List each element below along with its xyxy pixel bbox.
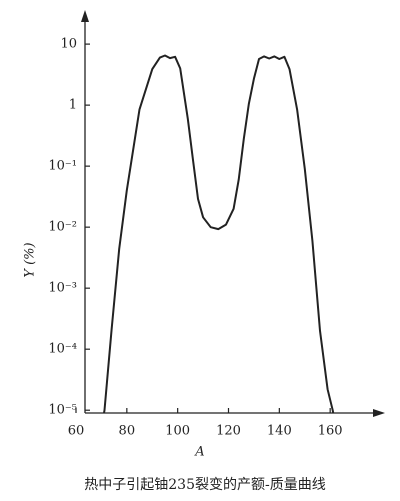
caption: 热中子引起铀235裂变的产额-质量曲线 — [84, 477, 325, 493]
y-tick-label: 10 — [60, 37, 77, 52]
y-axis-label: Y (%) — [23, 242, 38, 277]
y-tick-label: 10⁻¹ — [48, 159, 77, 174]
y-axis-arrow — [81, 10, 89, 22]
x-tick-label: 60 — [68, 424, 85, 439]
x-tick-label: 80 — [119, 424, 136, 439]
x-tick-label: 160 — [318, 424, 343, 439]
y-tick-label: 1 — [69, 98, 77, 113]
x-tick-label: 100 — [165, 424, 190, 439]
y-tick-label: 10⁻² — [48, 220, 77, 235]
x-tick-label: 120 — [216, 424, 241, 439]
y-tick-label: 10⁻⁵ — [48, 403, 77, 418]
y-tick-label: 10⁻⁴ — [48, 342, 77, 357]
x-axis-label: A — [194, 445, 204, 460]
x-axis-arrow — [373, 409, 385, 417]
curve — [103, 54, 335, 414]
y-tick-label: 10⁻³ — [48, 281, 77, 296]
x-tick-label: 140 — [267, 424, 292, 439]
